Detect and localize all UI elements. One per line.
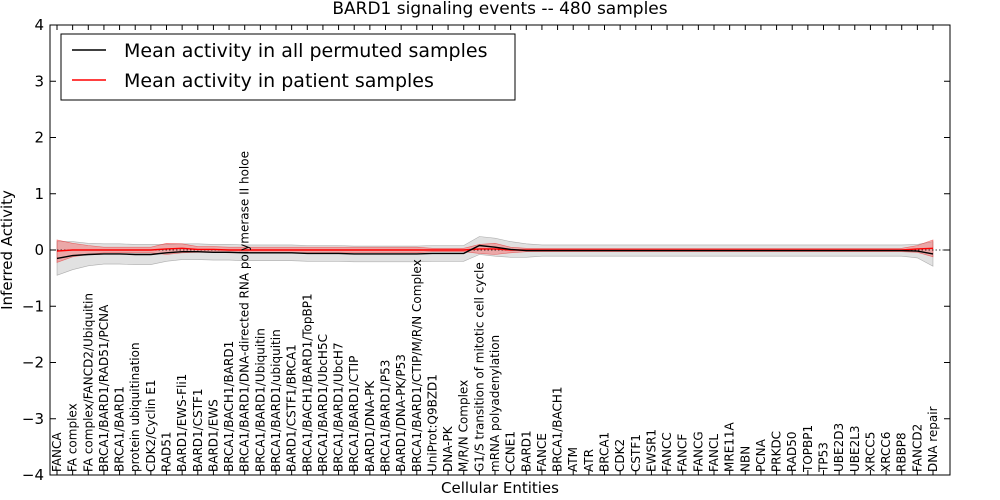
category-label: EWSR1 bbox=[644, 429, 658, 472]
category-label: FANCL bbox=[707, 434, 721, 472]
category-label: NBN bbox=[738, 446, 752, 472]
category-label: BRCA1/BARD1/UbcH5C bbox=[316, 334, 330, 472]
category-label: FANCC bbox=[660, 432, 674, 472]
category-label: XRCC5 bbox=[863, 432, 877, 472]
category-label: UBE2D3 bbox=[832, 423, 846, 472]
series-band-0 bbox=[56, 236, 934, 276]
category-label: UBE2L3 bbox=[848, 425, 862, 472]
y-tick-label: 2 bbox=[34, 129, 44, 147]
category-label: M/R/N Complex bbox=[457, 380, 471, 472]
category-label: FANCG bbox=[691, 431, 705, 472]
category-label: BRCA1/BACH1/BARD1/TopBP1 bbox=[300, 293, 314, 472]
category-label: XRCC6 bbox=[879, 432, 893, 472]
category-label: FA complex bbox=[66, 403, 80, 472]
category-label: BARD1/CSTF1 bbox=[191, 388, 205, 472]
y-tick-label: 1 bbox=[34, 185, 44, 203]
category-label: BARD1/DNA-PK bbox=[363, 380, 377, 472]
category-label: RBBP8 bbox=[895, 432, 909, 472]
legend-entry: Mean activity in patient samples bbox=[124, 70, 434, 92]
category-label: ATR bbox=[582, 449, 596, 472]
category-label: BRCA1/BACH1/BARD1 bbox=[222, 341, 236, 472]
category-label: DNA-PK bbox=[441, 425, 455, 472]
category-label: FANCE bbox=[535, 433, 549, 472]
category-label: PCNA bbox=[754, 438, 768, 472]
category-label: protein ubiquitination bbox=[128, 342, 142, 472]
category-label: MRE11A bbox=[723, 421, 737, 472]
category-label: FANCF bbox=[676, 434, 690, 472]
y-tick-label: −4 bbox=[22, 466, 44, 484]
category-label: DNA repair bbox=[926, 406, 940, 472]
category-label: BRCA1/BACH1 bbox=[551, 386, 565, 472]
category-label: BRCA1/BARD1/RAD51/PCNA bbox=[97, 304, 111, 472]
category-label: BARD1/EWS bbox=[206, 399, 220, 472]
category-label: CSTF1 bbox=[629, 434, 643, 472]
category-label: BRCA1/BARD1/Ubiquitin bbox=[253, 328, 267, 472]
category-label: TOPBP1 bbox=[801, 425, 815, 473]
category-label: BRCA1/BARD1/ubiquitin bbox=[269, 329, 283, 472]
y-tick-label: 0 bbox=[34, 241, 44, 259]
chart-title: BARD1 signaling events -- 480 samples bbox=[332, 0, 667, 19]
category-label: BRCA1/BARD1/UbcH7 bbox=[332, 342, 346, 472]
category-label: BRCA1/BARD1/CTIP bbox=[347, 356, 361, 472]
legend-entry: Mean activity in all permuted samples bbox=[124, 40, 487, 62]
category-label: BRCA1/BARD1 bbox=[113, 386, 127, 472]
category-label: BRCA1/BARD1/DNA-directed RNA polymerase … bbox=[238, 151, 252, 472]
category-label: UniProt:Q9BZD1 bbox=[425, 374, 439, 472]
category-label: BARD1/CSTF1/BRCA1 bbox=[285, 344, 299, 472]
y-tick-label: −1 bbox=[22, 297, 44, 315]
series-line-0 bbox=[56, 244, 934, 260]
category-label: G1/S transition of mitotic cell cycle bbox=[472, 262, 486, 472]
y-tick-label: 3 bbox=[34, 72, 44, 90]
category-label: CDK2/Cyclin E1 bbox=[144, 379, 158, 472]
category-label: BARD1/DNA-PK/P53 bbox=[394, 354, 408, 472]
category-label: mRNA polyadenylation bbox=[488, 335, 502, 472]
x-axis-label: Cellular Entities bbox=[441, 479, 559, 497]
category-label: FANCA bbox=[50, 432, 64, 472]
category-label: FANCD2 bbox=[910, 424, 924, 472]
y-tick-label: −2 bbox=[22, 354, 44, 372]
legend: Mean activity in all permuted samples Mea… bbox=[60, 33, 516, 101]
category-label: FA complex/FANCD2/Ubiquitin bbox=[81, 293, 95, 472]
category-label: BRCA1 bbox=[598, 432, 612, 472]
category-label: TP53 bbox=[817, 442, 831, 473]
category-label: PRKDC bbox=[770, 431, 784, 472]
category-label: BARD1/EWS-Fli1 bbox=[175, 374, 189, 472]
category-label: CDK2 bbox=[613, 439, 627, 472]
y-axis-label: Inferred Activity bbox=[0, 190, 16, 310]
category-label: RAD50 bbox=[785, 431, 799, 472]
category-label: BARD1 bbox=[519, 430, 533, 472]
y-tick-label: −3 bbox=[22, 410, 44, 428]
category-label: BRCA1/BARD1/CTIP/M/R/N Complex bbox=[410, 259, 424, 472]
category-label: ATM bbox=[566, 447, 580, 472]
category-label: CCNE1 bbox=[504, 431, 518, 472]
plot-area: −4 −3 −2 −1 0 1 2 3 4 FANCA FA complex FA complex/F… bbox=[22, 16, 951, 484]
legend-box bbox=[60, 33, 516, 101]
y-tick-label: 4 bbox=[34, 16, 44, 34]
category-label: RAD51 bbox=[160, 431, 174, 472]
category-label: BRCA1/BARD1/P53 bbox=[379, 360, 393, 472]
